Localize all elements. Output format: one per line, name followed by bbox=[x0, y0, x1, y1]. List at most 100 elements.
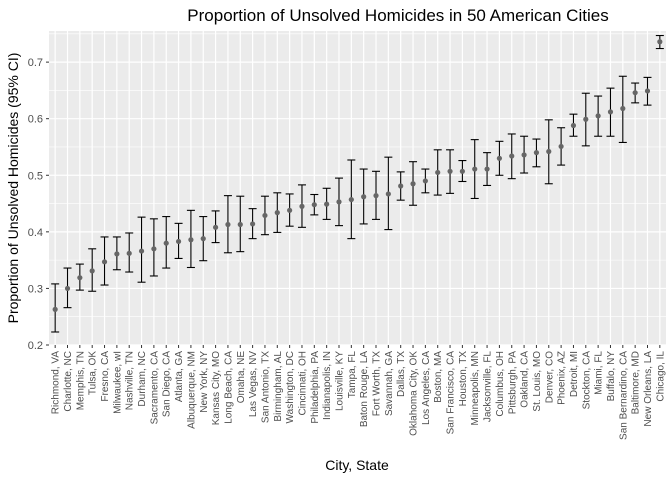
x-tick-label: Birmingham, AL bbox=[273, 351, 284, 422]
city-mark bbox=[532, 138, 541, 168]
y-tick-label: 0.6 bbox=[28, 114, 43, 126]
data-point bbox=[361, 194, 367, 200]
x-tick-label: Pittsburgh, PA bbox=[507, 351, 518, 415]
city-mark bbox=[260, 195, 269, 236]
city-mark bbox=[112, 236, 121, 271]
x-tick-label: Louisville, KY bbox=[335, 351, 346, 411]
city-mark bbox=[384, 156, 393, 231]
city-mark bbox=[421, 168, 430, 194]
data-point bbox=[101, 259, 108, 265]
data-point bbox=[620, 105, 626, 112]
city-mark bbox=[174, 222, 183, 259]
x-tick-label: Charlotte, NC bbox=[63, 351, 74, 412]
x-tick-label: Chicago, IL bbox=[655, 351, 666, 402]
data-point bbox=[64, 285, 71, 292]
city-mark bbox=[372, 170, 381, 220]
data-point bbox=[250, 221, 256, 227]
data-point bbox=[151, 246, 157, 252]
grid-lines bbox=[49, 31, 666, 346]
data-point bbox=[114, 251, 120, 257]
city-mark bbox=[334, 177, 343, 227]
city-mark bbox=[51, 283, 60, 333]
data-point bbox=[607, 109, 614, 115]
y-tick-label: 0.2 bbox=[28, 340, 43, 352]
x-tick-label: Oakland, CA bbox=[520, 351, 531, 408]
city-mark bbox=[618, 75, 627, 144]
city-mark bbox=[520, 135, 529, 174]
data-marks bbox=[51, 34, 664, 333]
x-axis: Richmond, VA Charlotte, NC Memphis, TN Tuls… bbox=[51, 345, 666, 440]
data-point bbox=[496, 155, 503, 161]
data-point bbox=[632, 90, 638, 96]
y-axis-title: Proportion of Unsolved Homicides (95% CI… bbox=[5, 53, 21, 324]
x-tick-label: Jacksonville, FL bbox=[483, 351, 494, 423]
x-tick-label: Phoenix, AZ bbox=[557, 351, 568, 405]
x-tick-label: Buffalo, NY bbox=[606, 351, 617, 402]
data-point bbox=[77, 275, 83, 281]
x-tick-label: Baton Rouge, LA bbox=[359, 351, 370, 427]
city-mark bbox=[470, 139, 479, 200]
x-tick-label: Milwaukee, wI bbox=[112, 351, 123, 414]
data-point bbox=[188, 237, 194, 243]
x-tick-label: Tulsa, OK bbox=[88, 351, 99, 395]
data-point bbox=[324, 201, 330, 207]
city-mark bbox=[347, 159, 356, 240]
data-point bbox=[212, 224, 219, 230]
data-point bbox=[138, 248, 145, 254]
city-mark bbox=[557, 127, 566, 166]
city-mark bbox=[63, 267, 72, 309]
x-tick-label: Sacramento, CA bbox=[149, 351, 160, 425]
data-point bbox=[237, 221, 243, 228]
x-tick-label: Miami, FL bbox=[594, 351, 605, 395]
x-tick-label: Boston, MA bbox=[433, 351, 444, 403]
data-point bbox=[558, 143, 564, 150]
city-mark bbox=[396, 171, 405, 201]
x-tick-label: Fresno, CA bbox=[100, 351, 111, 402]
x-tick-label: Houston, TX bbox=[458, 351, 469, 407]
x-tick-label: Detroit, MI bbox=[569, 351, 580, 397]
y-axis: 0.2 0.3 0.4 0.5 0.6 0.7 bbox=[28, 57, 49, 352]
data-point bbox=[299, 203, 305, 209]
x-axis-title: City, State bbox=[325, 457, 389, 473]
chart-title: Proportion of Unsolved Homicides in 50 A… bbox=[187, 6, 608, 25]
data-point bbox=[459, 168, 465, 174]
x-tick-label: Columbus, OH bbox=[495, 351, 506, 417]
city-mark bbox=[199, 216, 208, 262]
data-point bbox=[410, 181, 416, 187]
y-tick-label: 0.3 bbox=[28, 283, 43, 295]
x-tick-label: San Diego, CA bbox=[162, 351, 173, 417]
city-mark bbox=[137, 216, 146, 283]
x-tick-label: Richmond, VA bbox=[51, 351, 62, 415]
data-point bbox=[570, 122, 577, 129]
x-tick-label: Las Vegas, NV bbox=[248, 351, 259, 417]
data-point bbox=[657, 39, 663, 45]
city-mark bbox=[433, 149, 442, 196]
city-mark bbox=[186, 209, 195, 269]
x-tick-label: Omaha, NE bbox=[236, 351, 247, 404]
data-point bbox=[484, 166, 490, 172]
city-mark bbox=[149, 218, 158, 277]
city-mark bbox=[285, 193, 294, 227]
city-mark bbox=[655, 34, 664, 50]
city-mark bbox=[125, 232, 134, 273]
data-point bbox=[274, 210, 280, 216]
city-mark bbox=[162, 216, 171, 269]
data-point bbox=[435, 169, 441, 176]
x-tick-label: Los Angeles, CA bbox=[421, 351, 432, 425]
city-mark bbox=[88, 248, 97, 292]
x-tick-label: Washington, DC bbox=[285, 351, 296, 423]
data-point bbox=[509, 153, 515, 159]
data-point bbox=[644, 88, 651, 94]
data-point bbox=[52, 306, 58, 312]
x-tick-label: Kansas City, MO bbox=[211, 351, 222, 425]
x-tick-label: Indianapolis, IN bbox=[322, 351, 333, 420]
x-tick-label: Philadelphia, PA bbox=[310, 351, 321, 424]
data-point bbox=[262, 212, 268, 219]
city-mark bbox=[359, 168, 368, 225]
data-point bbox=[163, 240, 169, 246]
city-mark bbox=[606, 87, 615, 137]
data-point bbox=[595, 113, 601, 119]
x-tick-label: Savannah, GA bbox=[384, 351, 395, 416]
city-mark bbox=[310, 193, 319, 216]
